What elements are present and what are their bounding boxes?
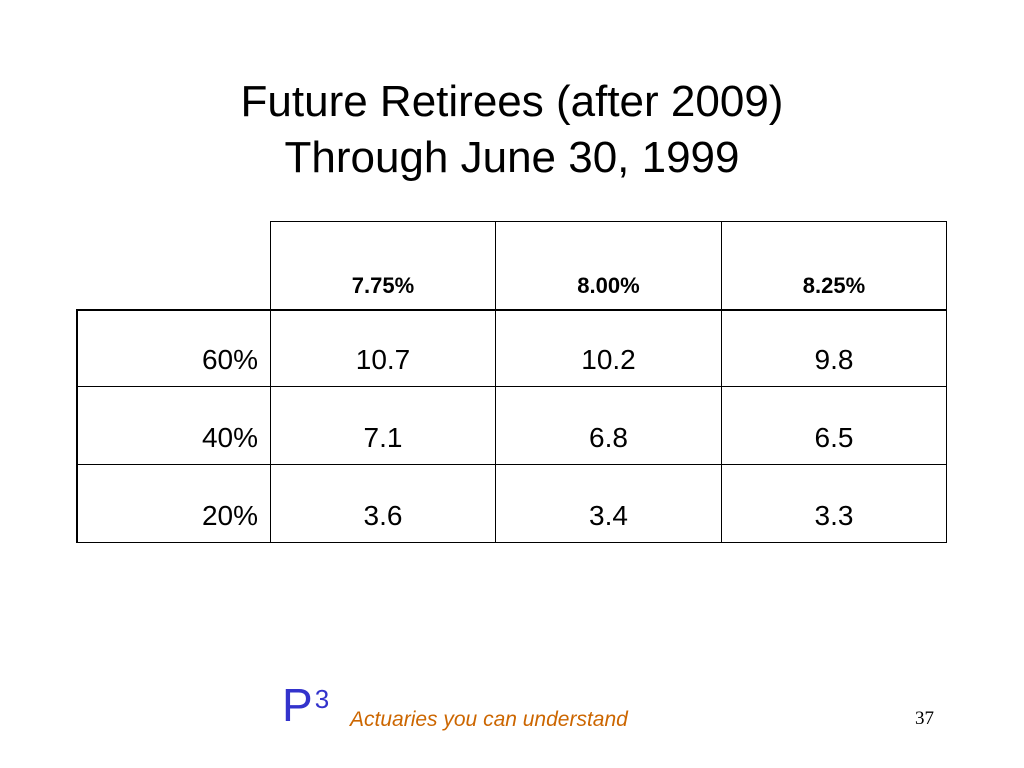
title-line-1: Future Retirees (after 2009) [240, 77, 784, 126]
table-border-col2 [495, 221, 496, 543]
p3-logo: P3 [282, 680, 329, 730]
title-line-2: Through June 30, 1999 [284, 133, 740, 182]
page-number: 37 [915, 708, 934, 729]
table-cell: 10.7 [355, 344, 411, 375]
table-border-left [76, 309, 78, 543]
row-label: 40% [201, 422, 258, 453]
row-label: 60% [201, 344, 258, 375]
table-border-row1 [76, 386, 947, 387]
table-cell: 7.1 [363, 422, 403, 453]
table-border-header [76, 309, 947, 311]
logo-superscript: 3 [314, 684, 330, 714]
table-cell: 6.8 [589, 422, 628, 453]
table-border-top [270, 221, 947, 222]
table-border-right [946, 221, 947, 543]
table-cell: 10.2 [581, 344, 636, 375]
table-border-row2 [76, 464, 947, 465]
logo-letter: P [282, 679, 313, 731]
column-header: 8.25% [802, 273, 866, 298]
table-cell: 3.3 [814, 500, 854, 531]
column-header: 8.00% [577, 273, 640, 298]
table-cell: 6.5 [814, 422, 854, 453]
table-cell: 3.4 [589, 500, 628, 531]
tagline: Actuaries you can understand [350, 708, 628, 731]
row-label: 20% [201, 500, 258, 531]
table-border-col1 [270, 221, 271, 543]
table-cell: 3.6 [363, 500, 403, 531]
table-cell: 9.8 [814, 344, 854, 375]
table-border-bottom [76, 542, 947, 543]
table-border-col3 [721, 221, 722, 543]
column-header: 7.75% [351, 273, 415, 298]
slide-title: Future Retirees (after 2009) Through Jun… [0, 74, 1024, 186]
